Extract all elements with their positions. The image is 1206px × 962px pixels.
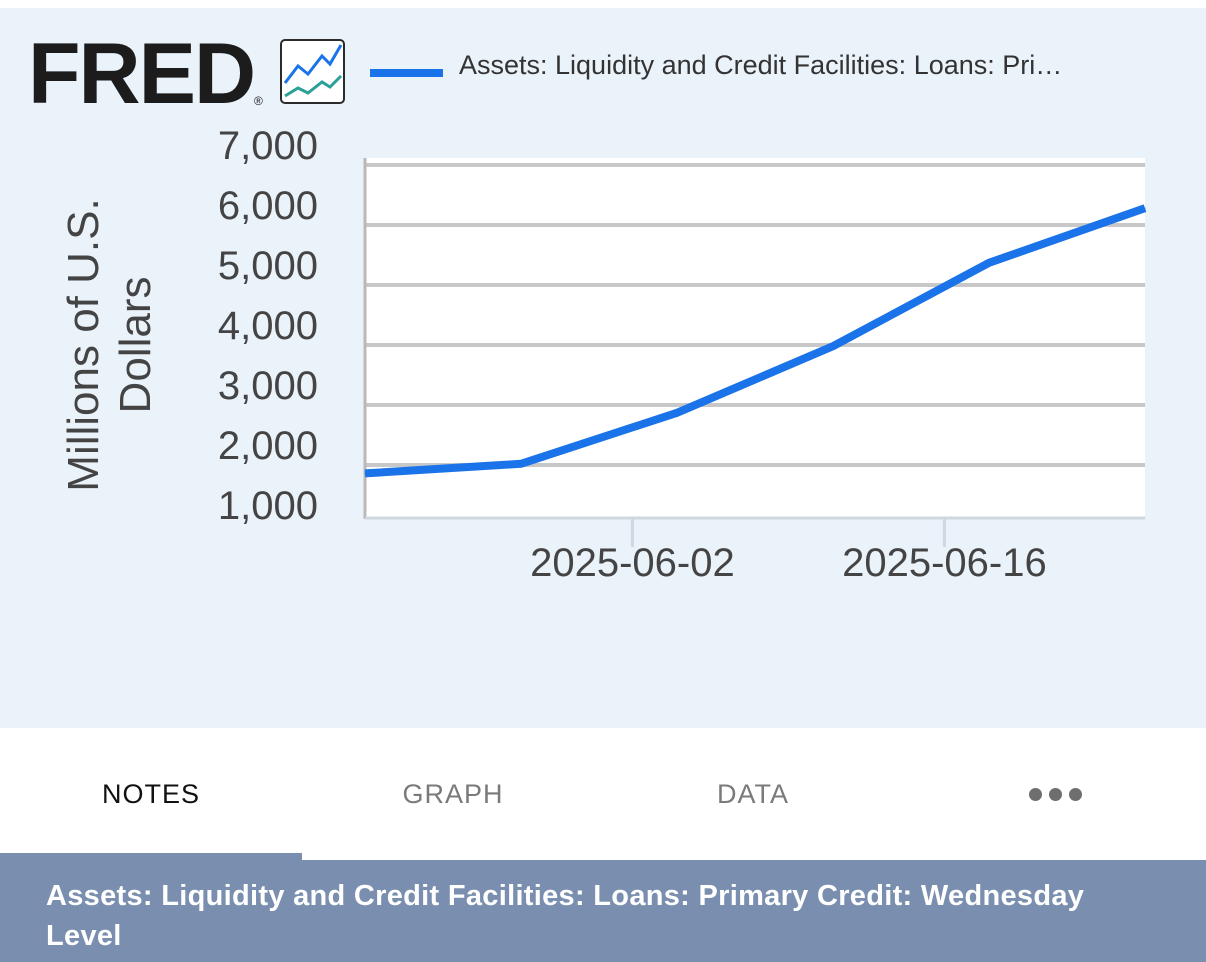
tab-data-label: DATA [716, 778, 789, 809]
y-tick-label: 4,000 [218, 304, 318, 348]
tab-notes-label: NOTES [101, 778, 200, 809]
tab-notes[interactable]: NOTES [0, 728, 302, 860]
tab-graph-label: GRAPH [402, 778, 504, 809]
more-options-button[interactable] [904, 728, 1206, 860]
plot-area [365, 158, 1145, 518]
x-tick-labels: 2025-06-02 2025-06-16 [530, 519, 1047, 585]
series-point [676, 412, 678, 414]
y-tick-label: 5,000 [218, 244, 318, 288]
series-title: Assets: Liquidity and Credit Facilities:… [46, 880, 1085, 952]
series-point [988, 262, 990, 264]
y-axis-title: Millions of U.S.Dollars [59, 198, 160, 491]
series-point [364, 472, 366, 474]
y-tick-label: 2,000 [218, 424, 318, 468]
tab-data[interactable]: DATA [602, 728, 904, 860]
y-tick-label: 3,000 [218, 364, 318, 408]
more-dots-icon [1028, 787, 1082, 801]
series-point [520, 463, 522, 465]
legend: Assets: Liquidity and Credit Facilities:… [370, 50, 1062, 80]
tab-graph[interactable]: GRAPH [302, 728, 604, 860]
y-tick-label: 7,000 [218, 124, 318, 168]
x-tick-label: 2025-06-16 [842, 541, 1047, 585]
fred-logo-text: FRED [28, 26, 254, 122]
line-chart: FRED ® Assets: Liquidity and Credit Faci… [28, 26, 1147, 585]
series-line [364, 204, 1147, 478]
fred-logo[interactable]: FRED ® [28, 26, 263, 122]
active-tab-indicator [0, 853, 302, 860]
x-tick-label: 2025-06-02 [530, 541, 735, 585]
y-tick-label: 1,000 [218, 484, 318, 528]
trend-lines-icon [280, 39, 345, 104]
chart-panel: FRED ® Assets: Liquidity and Credit Faci… [0, 8, 1206, 728]
tab-bar: NOTES GRAPH DATA [0, 728, 1206, 860]
series-point [1144, 207, 1146, 209]
y-tick-label: 6,000 [218, 184, 318, 228]
series-group [364, 204, 1147, 478]
legend-label: Assets: Liquidity and Credit Facilities:… [459, 50, 1062, 80]
y-tick-labels: 1,000 2,000 3,000 4,000 5,000 6,000 7,000 [218, 124, 318, 528]
series-title-banner[interactable]: Assets: Liquidity and Credit Facilities:… [0, 860, 1206, 962]
grid-lines [365, 163, 1145, 467]
series-point [832, 345, 834, 347]
y-axis-label: Millions of U.S.Dollars [59, 198, 160, 491]
registered-mark: ® [254, 94, 263, 108]
